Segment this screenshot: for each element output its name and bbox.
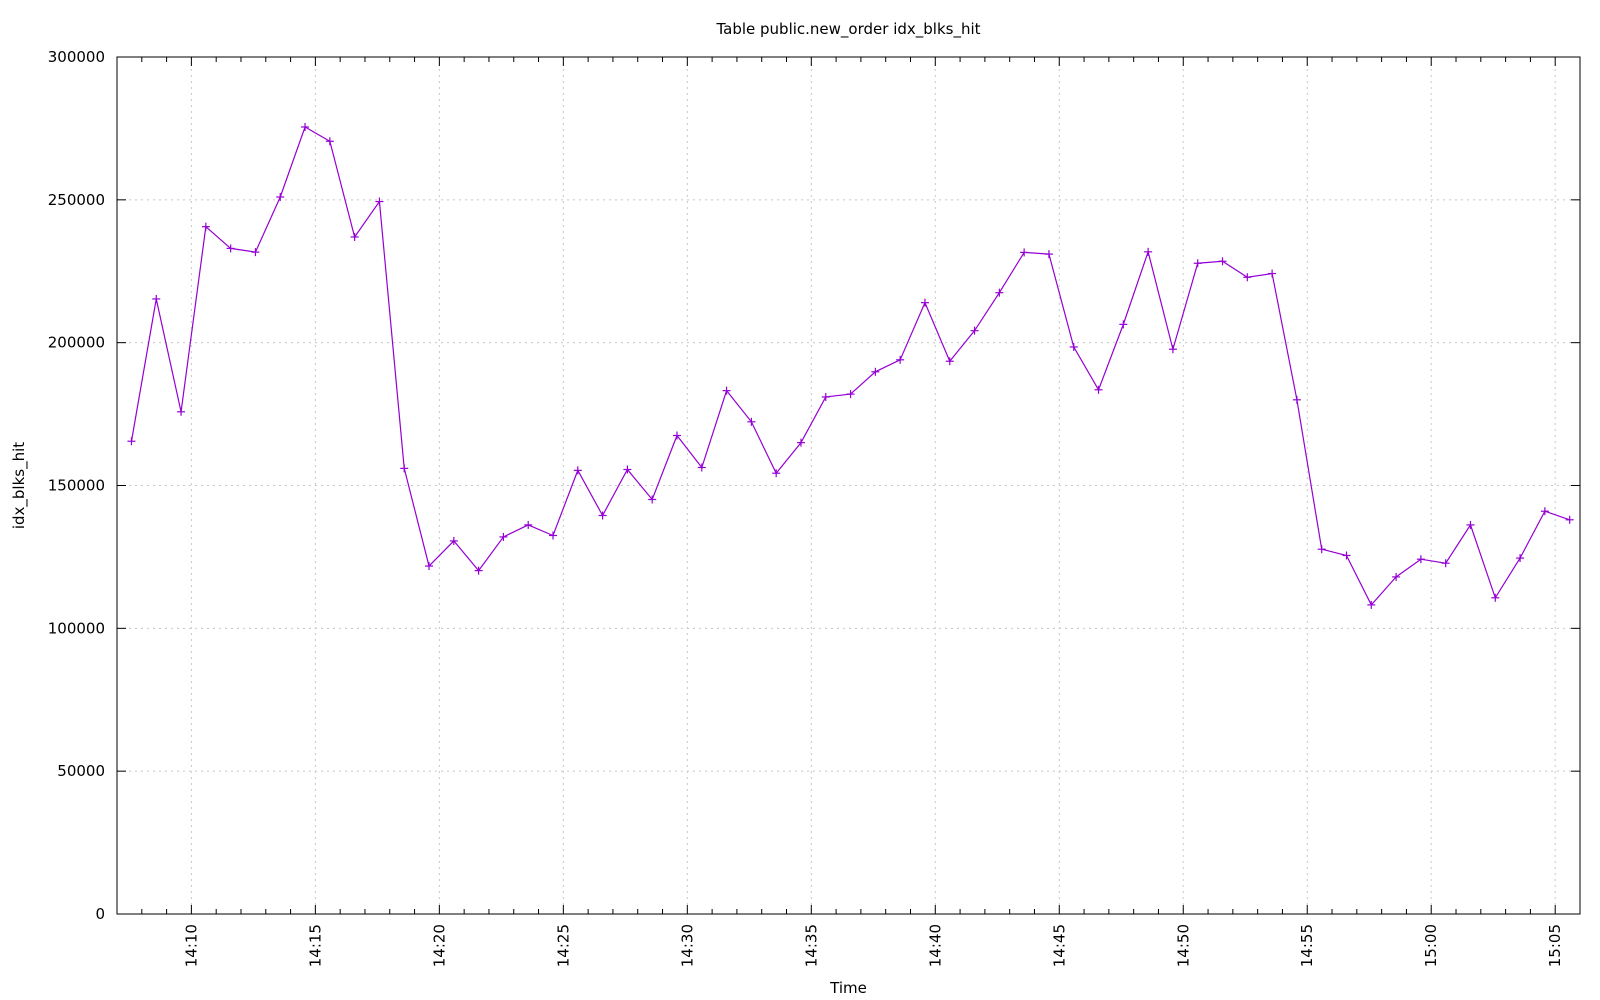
y-axis-label: idx_blks_hit xyxy=(10,442,29,529)
data-point-marker xyxy=(1416,555,1425,564)
x-axis-label: Time xyxy=(829,979,867,997)
x-tick-label: 14:55 xyxy=(1298,924,1316,967)
data-point-marker xyxy=(1292,395,1301,404)
data-point-marker xyxy=(1193,259,1202,268)
data-point-marker xyxy=(1094,385,1103,394)
data-point-marker xyxy=(821,392,830,401)
x-tick-label: 14:35 xyxy=(802,924,820,967)
data-point-marker xyxy=(722,386,731,395)
data-point-marker xyxy=(1392,572,1401,581)
data-point-marker xyxy=(623,465,632,474)
data-point-marker xyxy=(995,288,1004,297)
data-point-marker xyxy=(1367,600,1376,609)
x-tick-label: 14:30 xyxy=(678,924,696,967)
data-point-marker xyxy=(1317,545,1326,554)
chart-title: Table public.new_order idx_blks_hit xyxy=(715,20,980,39)
y-tick-label: 100000 xyxy=(48,619,105,637)
grid-lines xyxy=(117,57,1580,914)
data-point-marker xyxy=(400,464,409,473)
data-point-marker xyxy=(1069,342,1078,351)
data-point-marker xyxy=(375,197,384,206)
data-point-marker xyxy=(425,562,434,571)
data-point-marker xyxy=(1540,507,1549,516)
data-point-marker xyxy=(871,367,880,376)
data-point-marker xyxy=(772,469,781,478)
data-point-marker xyxy=(796,438,805,447)
data-point-marker xyxy=(301,122,310,131)
data-point-marker xyxy=(152,294,161,303)
data-point-marker xyxy=(970,326,979,335)
data-point-marker xyxy=(549,531,558,540)
data-point-marker xyxy=(747,417,756,426)
x-tick-label: 14:25 xyxy=(554,924,572,967)
data-point-marker xyxy=(1218,257,1227,266)
data-point-marker xyxy=(1168,345,1177,354)
data-point-marker xyxy=(1491,593,1500,602)
y-tick-label: 250000 xyxy=(48,191,105,209)
data-point-marker xyxy=(177,407,186,416)
x-tick-label: 14:15 xyxy=(306,924,324,967)
data-point-marker xyxy=(226,244,235,253)
x-tick-label: 14:40 xyxy=(926,924,944,967)
data-point-marker xyxy=(1342,551,1351,560)
data-point-marker xyxy=(449,536,458,545)
data-point-marker xyxy=(920,298,929,307)
data-point-marker xyxy=(1441,559,1450,568)
y-tick-label: 300000 xyxy=(48,48,105,66)
y-tick-labels: 0 50000 100000 150000 200000 250000 300000 xyxy=(48,48,105,923)
x-tick-label: 14:50 xyxy=(1174,924,1192,967)
data-point-marker xyxy=(846,390,855,399)
y-tick-label: 50000 xyxy=(57,762,105,780)
data-point-marker xyxy=(524,520,533,529)
data-point-marker xyxy=(648,495,657,504)
y-tick-label: 200000 xyxy=(48,334,105,352)
data-point-marker xyxy=(896,355,905,364)
data-point-marker xyxy=(276,192,285,201)
data-point-marker xyxy=(350,232,359,241)
data-point-marker xyxy=(201,222,210,231)
x-tick-label: 14:20 xyxy=(430,924,448,967)
data-point-marker xyxy=(1516,554,1525,563)
data-point-marker xyxy=(325,137,334,146)
data-point-marker xyxy=(697,463,706,472)
data-point-marker xyxy=(573,466,582,475)
data-point-marker xyxy=(1243,273,1252,282)
data-point-marker xyxy=(474,566,483,575)
data-point-marker xyxy=(251,248,260,257)
data-point-marker xyxy=(672,431,681,440)
y-tick-label: 150000 xyxy=(48,477,105,495)
y-tick-label: 0 xyxy=(95,905,105,923)
data-point-marker xyxy=(1144,247,1153,256)
data-point-marker xyxy=(499,532,508,541)
data-point-marker xyxy=(1268,269,1277,278)
x-tick-label: 14:45 xyxy=(1050,924,1068,967)
x-tick-label: 15:00 xyxy=(1422,924,1440,967)
data-point-marker xyxy=(1466,520,1475,529)
x-tick-label: 15:05 xyxy=(1546,924,1564,967)
data-point-marker xyxy=(1044,250,1053,259)
series-layer xyxy=(127,122,1574,609)
data-point-marker xyxy=(1020,248,1029,257)
data-point-marker xyxy=(1119,320,1128,329)
data-point-marker xyxy=(598,511,607,520)
plot-frame xyxy=(116,56,1581,915)
data-point-marker xyxy=(1565,515,1574,524)
x-tick-labels: 14:10 14:15 14:20 14:25 14:30 14:35 14:40 14:45… xyxy=(182,924,1564,967)
data-point-marker xyxy=(945,357,954,366)
x-tick-label: 14:10 xyxy=(182,924,200,967)
data-point-marker xyxy=(127,437,136,446)
